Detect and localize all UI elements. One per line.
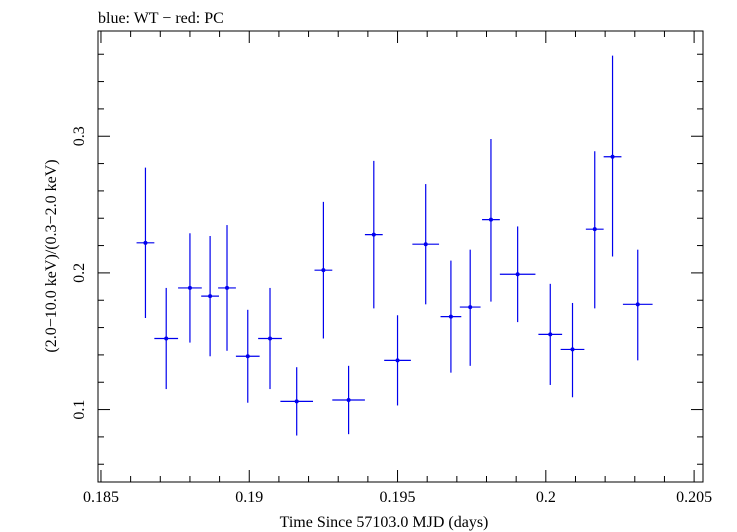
data-point	[332, 365, 365, 435]
data-marker	[515, 272, 520, 277]
data-marker	[143, 240, 148, 245]
x-tick-label: 0.19	[235, 489, 263, 506]
plot-frame	[97, 30, 704, 483]
data-point	[459, 249, 481, 366]
data-point	[412, 184, 440, 305]
data-point	[384, 315, 411, 406]
x-axis-label: Time Since 57103.0 MJD (days)	[280, 514, 489, 531]
x-tick-label: 0.185	[83, 489, 119, 506]
data-marker	[395, 358, 400, 363]
data-marker	[371, 232, 376, 237]
axis-ticks	[98, 31, 703, 482]
data-marker	[423, 242, 428, 247]
data-marker	[346, 398, 351, 402]
data-point	[482, 138, 500, 302]
data-points	[136, 55, 653, 436]
data-point	[154, 287, 179, 390]
data-point	[280, 367, 314, 436]
data-point	[603, 55, 622, 257]
data-marker	[321, 268, 326, 273]
data-marker	[245, 354, 250, 359]
data-marker	[610, 154, 615, 159]
data-point	[218, 225, 236, 351]
data-point	[585, 151, 604, 309]
data-point	[258, 287, 282, 390]
data-point	[235, 309, 260, 403]
data-point	[364, 160, 383, 309]
data-point	[622, 249, 653, 361]
y-tick-label: 0.1	[71, 400, 88, 420]
data-point	[201, 236, 219, 357]
data-marker	[294, 399, 299, 404]
data-point	[178, 233, 202, 343]
data-marker	[187, 285, 192, 290]
data-point	[440, 260, 462, 373]
data-marker	[468, 305, 473, 310]
x-tick-label: 0.195	[380, 489, 416, 506]
data-point	[560, 302, 585, 398]
tick-labels: 0.185 0.19 0.195 0.2 0.205 0.1 0.2 0.3	[71, 126, 712, 506]
data-marker	[570, 347, 575, 352]
chart-title: blue: WT − red: PC	[98, 10, 224, 27]
y-axis-label: (2.0−10.0 keV)/(0.3−2.0 keV)	[43, 159, 60, 352]
y-tick-label: 0.2	[71, 263, 88, 283]
data-marker	[488, 217, 493, 222]
y-tick-label: 0.3	[71, 126, 88, 146]
x-tick-label: 0.205	[676, 489, 712, 506]
x-tick-label: 0.2	[536, 489, 556, 506]
data-marker	[592, 227, 597, 232]
data-point	[314, 201, 333, 339]
data-marker	[268, 336, 273, 341]
data-point	[499, 226, 536, 323]
data-marker	[208, 294, 213, 299]
data-marker	[225, 285, 230, 290]
data-point	[538, 283, 563, 385]
data-marker	[448, 314, 453, 319]
data-marker	[548, 332, 553, 337]
data-point	[136, 167, 155, 318]
data-marker	[164, 336, 169, 341]
data-marker	[635, 302, 640, 307]
